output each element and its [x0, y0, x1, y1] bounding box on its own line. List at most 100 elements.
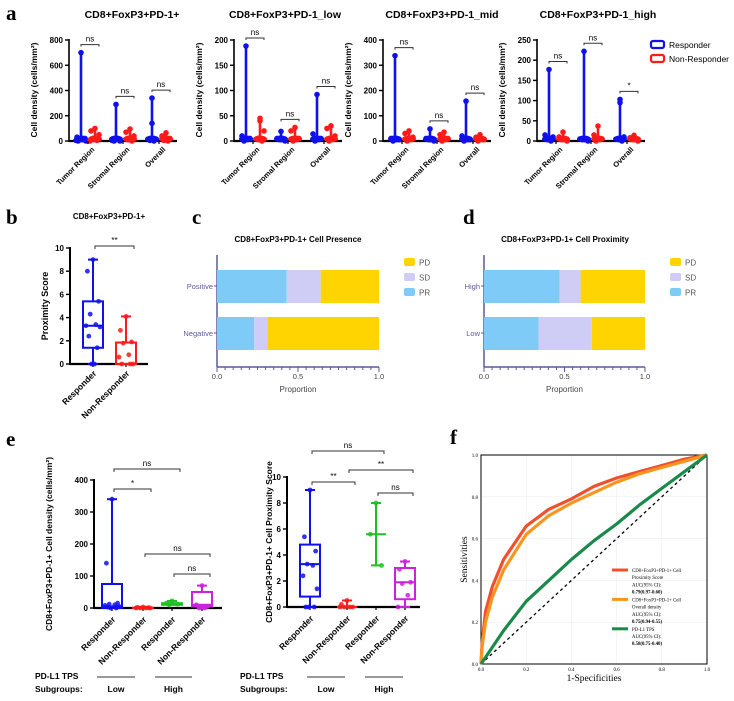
significance-bracket: [429, 120, 449, 123]
data-point: [461, 138, 467, 144]
data-point: [137, 605, 143, 611]
significance-bracket: [80, 44, 100, 47]
bar-segment-pr: [484, 317, 539, 350]
box: [191, 591, 213, 608]
legend-label: SD: [419, 274, 430, 283]
legend-label: PR: [685, 289, 696, 298]
bar-segment-sd: [286, 270, 321, 303]
data-point: [92, 361, 97, 367]
significance-bracket: [311, 450, 385, 454]
y-tick-label: 0.2: [472, 621, 479, 626]
data-point: [120, 340, 126, 346]
significance-bracket: [394, 47, 414, 50]
data-point: [477, 131, 483, 138]
data-point: [314, 91, 320, 98]
significance-label: ns: [435, 111, 443, 120]
data-point: [402, 559, 408, 564]
data-point: [312, 138, 318, 144]
data-point: [406, 128, 412, 134]
y-tick-label: 100: [518, 97, 532, 106]
data-point: [169, 598, 175, 604]
y-tick-label: 50: [219, 112, 228, 121]
y-tick-label: 0: [277, 603, 282, 612]
data-point: [310, 131, 316, 137]
box: [299, 543, 321, 598]
significance-label: ns: [589, 33, 597, 42]
data-point: [75, 138, 81, 144]
significance-label: **: [111, 236, 117, 245]
x-tick-label: 0.5: [559, 372, 569, 381]
data-point: [410, 134, 416, 141]
data-point: [332, 133, 338, 139]
significance-bracket: [144, 553, 211, 557]
significance-bracket: [151, 89, 171, 93]
bar-segment-pr: [217, 317, 255, 350]
data-point: [159, 133, 165, 139]
data-point: [129, 138, 135, 144]
box: [115, 341, 137, 366]
data-point: [127, 126, 133, 132]
data-point: [147, 605, 153, 611]
data-point: [463, 98, 469, 104]
data-point: [337, 604, 343, 610]
data-point: [595, 123, 601, 129]
data-point: [467, 136, 473, 143]
significance-bracket: [348, 469, 414, 473]
significance-label: ns: [188, 564, 196, 573]
legend-label: PD-L1 TPS: [632, 628, 655, 633]
data-point: [302, 534, 307, 540]
bar-segment-pd: [267, 317, 379, 350]
significance-label: ns: [173, 544, 181, 553]
box: [82, 300, 104, 349]
panel-label: e: [6, 427, 15, 451]
data-point: [96, 131, 102, 138]
x-tick-label: 1.0: [704, 668, 711, 673]
legend-swatch: [404, 258, 415, 266]
data-point: [117, 138, 123, 144]
y-tick-label: 10: [272, 473, 281, 482]
y-tick-label: 400: [364, 36, 378, 45]
data-point: [591, 132, 597, 138]
subgroup-title: Subgroups:: [240, 684, 288, 694]
y-tick-label: 0: [224, 137, 229, 146]
data-point: [93, 322, 99, 327]
data-point: [257, 118, 263, 124]
legend-label: 0.79(0.97-0.60): [632, 591, 662, 596]
significance-bracket: [113, 468, 181, 472]
data-point: [282, 138, 288, 144]
data-point: [123, 314, 129, 319]
data-point: [255, 135, 261, 142]
significance-bracket: [94, 245, 135, 249]
significance-label: ns: [391, 483, 399, 492]
data-point: [445, 135, 451, 142]
bar-segment-pd: [580, 270, 645, 303]
y-tick-label: 200: [75, 540, 89, 549]
data-point: [129, 339, 135, 345]
data-point: [104, 560, 109, 566]
subgroup-title: PD-L1 TPS: [240, 671, 284, 681]
y-tick-label: 400: [75, 476, 89, 485]
y-tick-label: 100: [215, 87, 229, 96]
chart-title: CD8+FoxP3+PD-1+: [73, 212, 146, 221]
data-point: [108, 605, 113, 611]
plot-frame: [480, 454, 708, 665]
data-point: [459, 133, 465, 139]
data-point: [94, 137, 100, 144]
panel-label: b: [6, 205, 18, 229]
data-point: [133, 605, 139, 611]
data-point: [111, 138, 117, 144]
data-point: [149, 120, 155, 127]
data-point: [149, 95, 155, 101]
y-tick-label: 150: [215, 61, 229, 70]
data-point: [90, 257, 96, 262]
bar-segment-pr: [484, 270, 560, 303]
y-axis-label: CD8+FoxP3+PD-1+ Cell density (cells/mm²): [44, 457, 54, 631]
data-point: [399, 581, 405, 586]
data-point: [94, 345, 100, 351]
data-point: [151, 138, 157, 144]
significance-label: **: [330, 472, 336, 481]
data-point: [310, 563, 316, 568]
legend-label: CD8+FoxP3+PD-1+ Cell: [632, 569, 682, 574]
legend-swatch: [649, 53, 666, 64]
